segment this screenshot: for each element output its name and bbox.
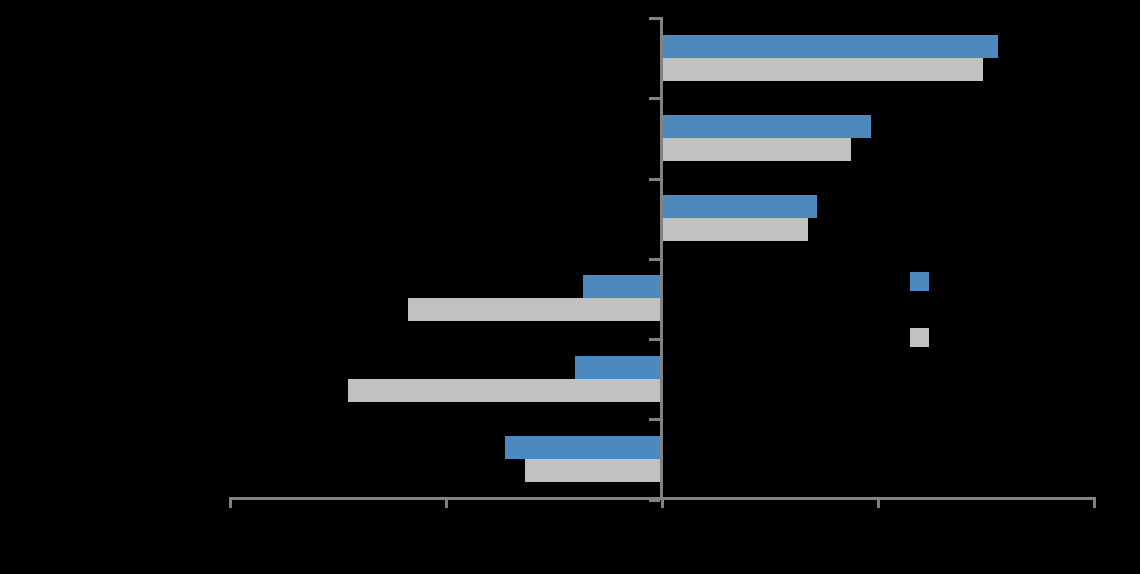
y-axis-tick (649, 498, 660, 502)
bar-blue-row5 (574, 355, 661, 379)
bar-blue-row2 (661, 114, 871, 138)
x-axis-tick (1093, 497, 1096, 508)
bar-gray-row4 (408, 298, 661, 322)
y-axis-tick (649, 418, 660, 422)
x-axis-tick (877, 497, 880, 508)
x-axis-tick (229, 497, 232, 508)
bar-gray-row6 (524, 458, 661, 482)
bar-gray-row1 (661, 57, 983, 81)
bar-blue-row4 (583, 275, 661, 299)
x-axis-tick (661, 497, 664, 508)
y-axis-tick (649, 97, 660, 101)
y-axis-tick (649, 257, 660, 261)
bar-gray-row5 (347, 378, 661, 402)
y-axis-tick (649, 17, 660, 20)
category-axis-line (660, 17, 663, 500)
y-axis-tick (649, 177, 660, 181)
bar-blue-row6 (505, 435, 661, 459)
bar-blue-row1 (661, 34, 998, 58)
x-axis-tick (445, 497, 448, 508)
y-axis-tick (649, 338, 660, 341)
bar-gray-row3 (661, 218, 808, 242)
bar-blue-row3 (661, 195, 817, 219)
bar-gray-row2 (661, 137, 852, 161)
